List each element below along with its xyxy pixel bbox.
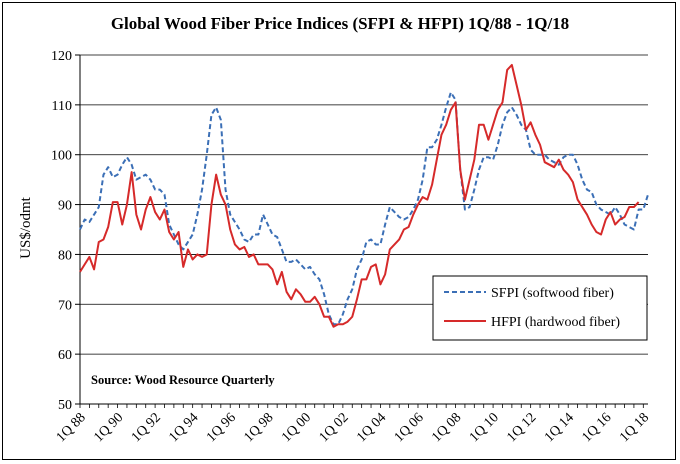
legend-box [432,275,648,341]
x-tick-label: 1Q 12 [504,410,539,445]
x-tick-label: 1Q 14 [542,410,577,445]
y-tick-label: 100 [51,149,72,164]
chart-frame [2,2,676,460]
y-tick-label: 120 [51,49,72,64]
x-tick-label: 1Q 08 [429,410,464,445]
legend-label-hfpi: HFPI (hardwood fiber) [491,315,620,330]
legend-label-sfpi: SFPI (softwood fiber) [491,286,614,301]
chart-title: Global Wood Fiber Price Indices (SFPI & … [110,14,570,33]
y-tick-label: 110 [52,99,72,114]
legend: SFPI (softwood fiber) HFPI (hardwood fib… [432,275,648,341]
y-tick-label: 80 [58,248,72,263]
y-tick-label: 60 [58,348,72,363]
gridlines [75,54,648,405]
x-tick-label: 1Q 92 [129,410,164,445]
y-tick-label: 70 [58,298,72,313]
axes [79,55,648,408]
x-tick-label: 1Q 00 [279,410,314,445]
x-tick-label: 1Q 10 [467,410,502,445]
series-lines [79,63,649,328]
x-tick-label: 1Q 88 [54,410,89,445]
x-tick-label: 1Q 04 [354,410,389,445]
y-tick-label: 50 [58,398,72,413]
x-tick-label: 1Q 18 [617,410,652,445]
series-line-sfpi [79,91,649,326]
x-tick-label: 1Q 90 [91,410,126,445]
x-tick-label: 1Q 98 [242,410,277,445]
y-tick-labels: 50 60 70 80 90 100 110 120 [51,49,72,413]
x-tick-label: 1Q 06 [392,410,427,445]
x-tick-label: 1Q 94 [166,410,201,445]
source-note: Source: Wood Resource Quarterly [91,373,275,387]
series-line-hfpi [79,63,640,328]
x-tick-label: 1Q 96 [204,410,239,445]
x-tick-labels: 1Q 88 1Q 90 1Q 92 1Q 94 1Q 96 1Q 98 1Q 00 1Q 02… [54,410,652,445]
x-tick-label: 1Q 02 [317,410,352,445]
y-axis-label: US$/odmt [18,196,34,259]
x-tick-label: 1Q 16 [579,410,614,445]
y-tick-label: 90 [58,199,72,214]
